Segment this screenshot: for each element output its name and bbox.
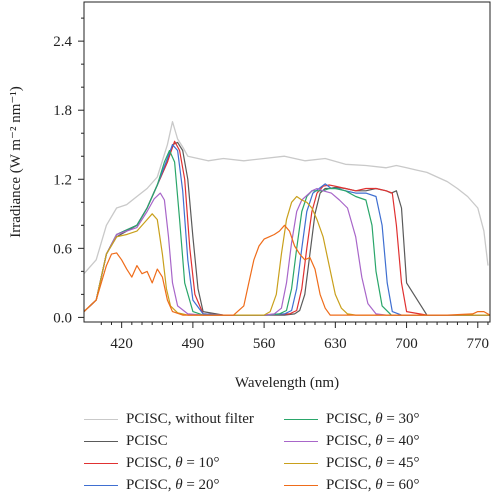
y-tick-label: 2.4 [53,34,72,50]
series-line-4 [83,149,490,316]
legend-item: PCISC, θ = 45° [284,452,420,474]
legend-label: PCISC, θ = 40° [326,432,420,449]
legend-item: PCISC, without filter [84,408,254,430]
legend-item: PCISC, θ = 60° [284,474,420,496]
legend-swatch [284,418,318,420]
legend-swatch [84,440,118,442]
plot-area [83,121,491,316]
irradiance-chart: 420 490 560 630 700 770 0.0 0.6 1.2 1.8 2.4 Wavel… [8,1,491,391]
legend-swatch [284,462,318,464]
x-tick-label: 770 [467,336,490,352]
legend-label: PCISC, without filter [126,410,254,427]
series-line-7 [83,224,491,316]
legend-label: PCISC, θ = 45° [326,454,420,471]
y-tick-label: 0.6 [53,241,72,257]
legend-swatch [284,484,318,486]
x-tick-label: 700 [395,336,418,352]
x-tick-label: 630 [324,336,347,352]
y-axis-label: Irradiance (W m⁻² nm⁻¹) [8,86,24,238]
series-line-3 [83,144,490,316]
y-tick-label: 1.8 [53,103,72,119]
legend-item: PCISC, θ = 30° [284,408,420,430]
plot-frame [83,1,491,323]
legend-swatch [84,462,118,464]
legend-item: PCISC, θ = 20° [84,474,220,496]
x-tick-label: 420 [110,336,133,352]
series-line-0 [83,121,489,275]
legend-label: PCISC [126,432,168,449]
legend-item: PCISC [84,430,168,452]
legend-item: PCISC, θ = 40° [284,430,420,452]
series-line-5 [83,187,490,316]
legend-label: PCISC, θ = 20° [126,476,220,493]
legend-swatch [84,418,118,420]
legend-label: PCISC, θ = 60° [326,476,420,493]
x-axis-ticks: 420 490 560 630 700 770 [100,322,490,352]
legend-item: PCISC, θ = 10° [84,452,220,474]
y-tick-label: 1.2 [53,172,72,188]
y-tick-label: 0.0 [53,310,72,326]
legend-label: PCISC, θ = 10° [126,454,220,471]
legend: PCISC, without filter PCISC, θ = 30° PCISC… [84,408,493,500]
x-tick-label: 560 [253,336,276,352]
legend-swatch [84,484,118,486]
x-axis-label: Wavelength (nm) [235,375,339,391]
series-line-6 [83,195,490,316]
x-tick-label: 490 [182,336,205,352]
legend-swatch [284,440,318,442]
legend-label: PCISC, θ = 30° [326,410,420,427]
y-axis-ticks: 0.0 0.6 1.2 1.8 2.4 [53,17,84,326]
